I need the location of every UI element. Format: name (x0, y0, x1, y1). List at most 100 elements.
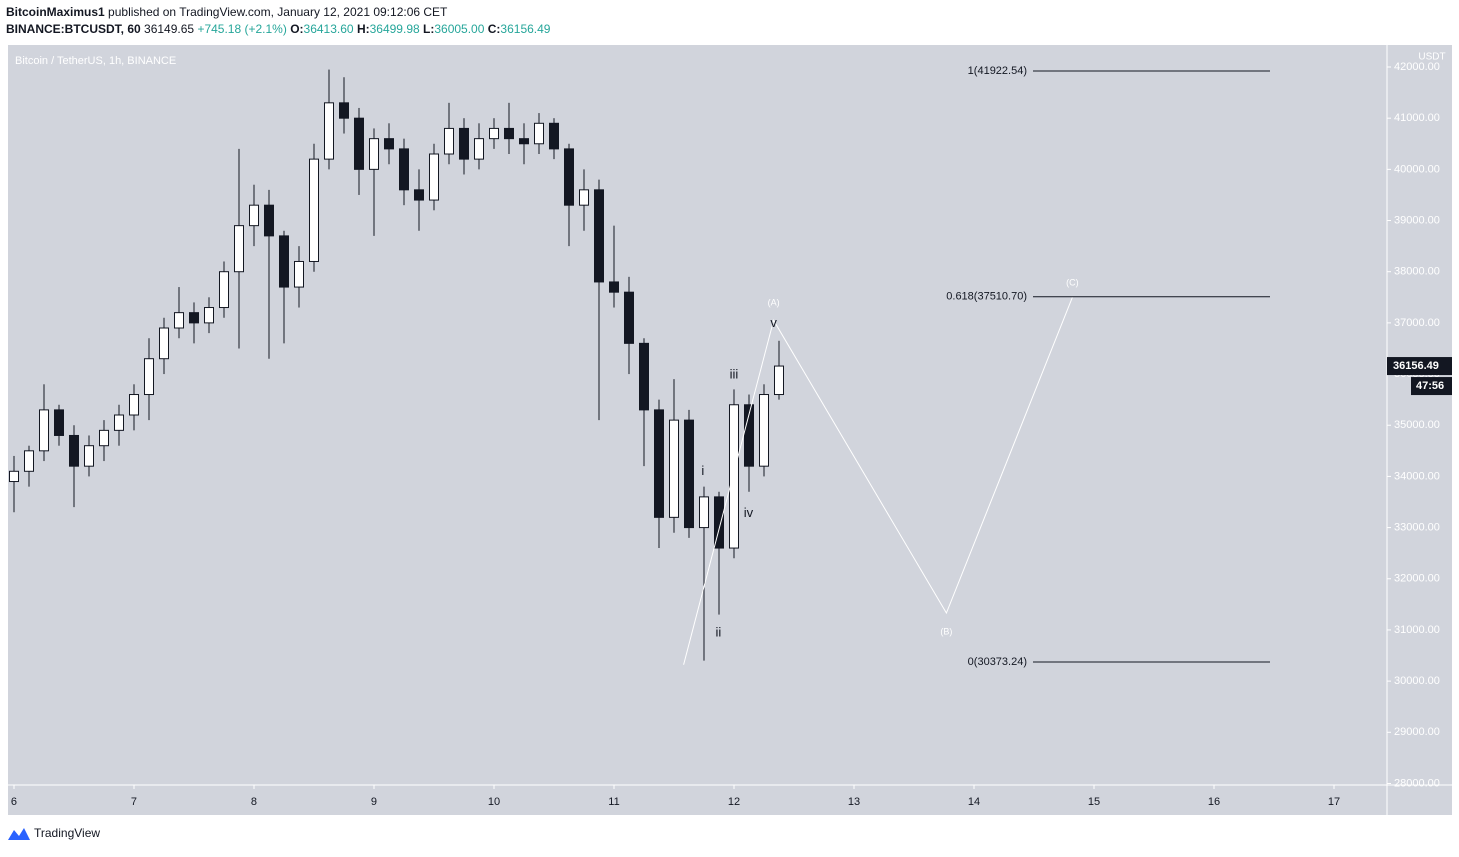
symbol: BINANCE:BTCUSDT, 60 (6, 22, 141, 36)
x-tick-label: 9 (371, 796, 377, 808)
candle-body (53, 409, 64, 436)
candle-body (68, 434, 79, 467)
candle-body (113, 414, 124, 431)
o-label: O: (290, 22, 303, 36)
x-tick-label: 15 (1088, 796, 1100, 808)
candle-body (653, 409, 664, 518)
candle-body (383, 138, 394, 150)
ohlc-line: BINANCE:BTCUSDT, 60 36149.65 +745.18 (+2… (6, 22, 551, 36)
candle-body (398, 148, 409, 191)
x-tick-label: 8 (251, 796, 257, 808)
logo-icon (8, 828, 30, 840)
x-tick-label: 13 (848, 796, 860, 808)
header-line: BitcoinMaximus1 published on TradingView… (6, 5, 448, 19)
fib-label: 1(41922.54) (968, 65, 1027, 77)
candle-body (173, 312, 184, 329)
y-tick-label: 37000.00 (1394, 317, 1440, 329)
y-tick-label: 29000.00 (1394, 726, 1440, 738)
price: 36149.65 (144, 22, 194, 36)
candle-body (518, 138, 529, 145)
candle-body (38, 409, 49, 452)
y-tick-label: 32000.00 (1394, 573, 1440, 585)
plot-background (8, 45, 1387, 785)
wave-label: (A) (768, 297, 780, 307)
candle-body (323, 102, 334, 160)
x-tick-label: 7 (131, 796, 137, 808)
candle-body (158, 327, 169, 360)
candle-body (593, 189, 604, 283)
candle-body (128, 394, 139, 416)
y-tick-label: 35000.00 (1394, 419, 1440, 431)
candle-body (773, 365, 784, 396)
candle-body (203, 307, 214, 324)
h-label: H: (357, 22, 370, 36)
candle-body (248, 204, 259, 227)
x-tick-label: 17 (1328, 796, 1340, 808)
candle-body (23, 450, 34, 472)
countdown: 47:56 (1416, 380, 1444, 392)
x-tick-label: 14 (968, 796, 980, 808)
chart-title: Bitcoin / TetherUS, 1h, BINANCE (15, 55, 176, 67)
candle-body (413, 189, 424, 201)
candle-body (698, 496, 709, 529)
candle-body (428, 153, 439, 201)
wave-label: ii (716, 624, 722, 639)
close: 36156.49 (500, 22, 550, 36)
wave-label: iv (744, 505, 754, 520)
wave-label: i (701, 463, 704, 478)
brand: TradingView (34, 826, 100, 840)
y-tick-label: 33000.00 (1394, 521, 1440, 533)
candle-body (188, 312, 199, 324)
candle-body (503, 127, 514, 140)
price-axis-bg (1387, 45, 1452, 785)
y-tick-label: 30000.00 (1394, 675, 1440, 687)
last-price-tag (1387, 357, 1452, 376)
high: 36499.98 (370, 22, 420, 36)
candle-body (143, 358, 154, 396)
candle-body (218, 271, 229, 309)
fib-label: 0(30373.24) (968, 656, 1027, 668)
y-tick-label: 42000.00 (1394, 61, 1440, 73)
candle-body (233, 225, 244, 273)
y-tick-label: 28000.00 (1394, 777, 1440, 789)
candle-body (353, 117, 364, 170)
x-tick-label: 16 (1208, 796, 1220, 808)
candle-body (308, 158, 319, 262)
candle-body (443, 127, 454, 155)
y-tick-label: 39000.00 (1394, 214, 1440, 226)
candle-body (548, 122, 559, 150)
footer-logo: TradingView (8, 826, 100, 840)
time-axis-bg (8, 785, 1452, 815)
candle-body (338, 102, 349, 119)
candle-body (563, 148, 574, 206)
x-tick-label: 6 (11, 796, 17, 808)
candle-body (608, 281, 619, 293)
y-tick-label: 40000.00 (1394, 163, 1440, 175)
wave-label: (B) (940, 626, 952, 636)
published: published on TradingView.com, January 12… (108, 5, 448, 19)
candle-body (83, 445, 94, 467)
y-tick-label: 38000.00 (1394, 266, 1440, 278)
candle-body (683, 419, 694, 529)
fib-label: 0.618(37510.70) (946, 291, 1027, 303)
candle-body (368, 138, 379, 170)
projection-line (683, 297, 1073, 665)
candle-body (758, 394, 769, 467)
y-tick-label: 34000.00 (1394, 470, 1440, 482)
countdown-bg (1411, 377, 1452, 396)
candle-body (728, 404, 739, 549)
y-tick-label: 41000.00 (1394, 112, 1440, 124)
last-price-label: 36156.49 (1393, 360, 1439, 372)
candle-body (473, 138, 484, 160)
candle-body (638, 342, 649, 411)
wave-label: v (770, 315, 777, 330)
candle-body (458, 127, 469, 160)
candle-body (278, 235, 289, 288)
l-label: L: (423, 22, 434, 36)
change: +745.18 (+2.1%) (197, 22, 286, 36)
candle-body (743, 404, 754, 467)
publisher: BitcoinMaximus1 (6, 5, 105, 19)
candle-body (8, 470, 19, 483)
